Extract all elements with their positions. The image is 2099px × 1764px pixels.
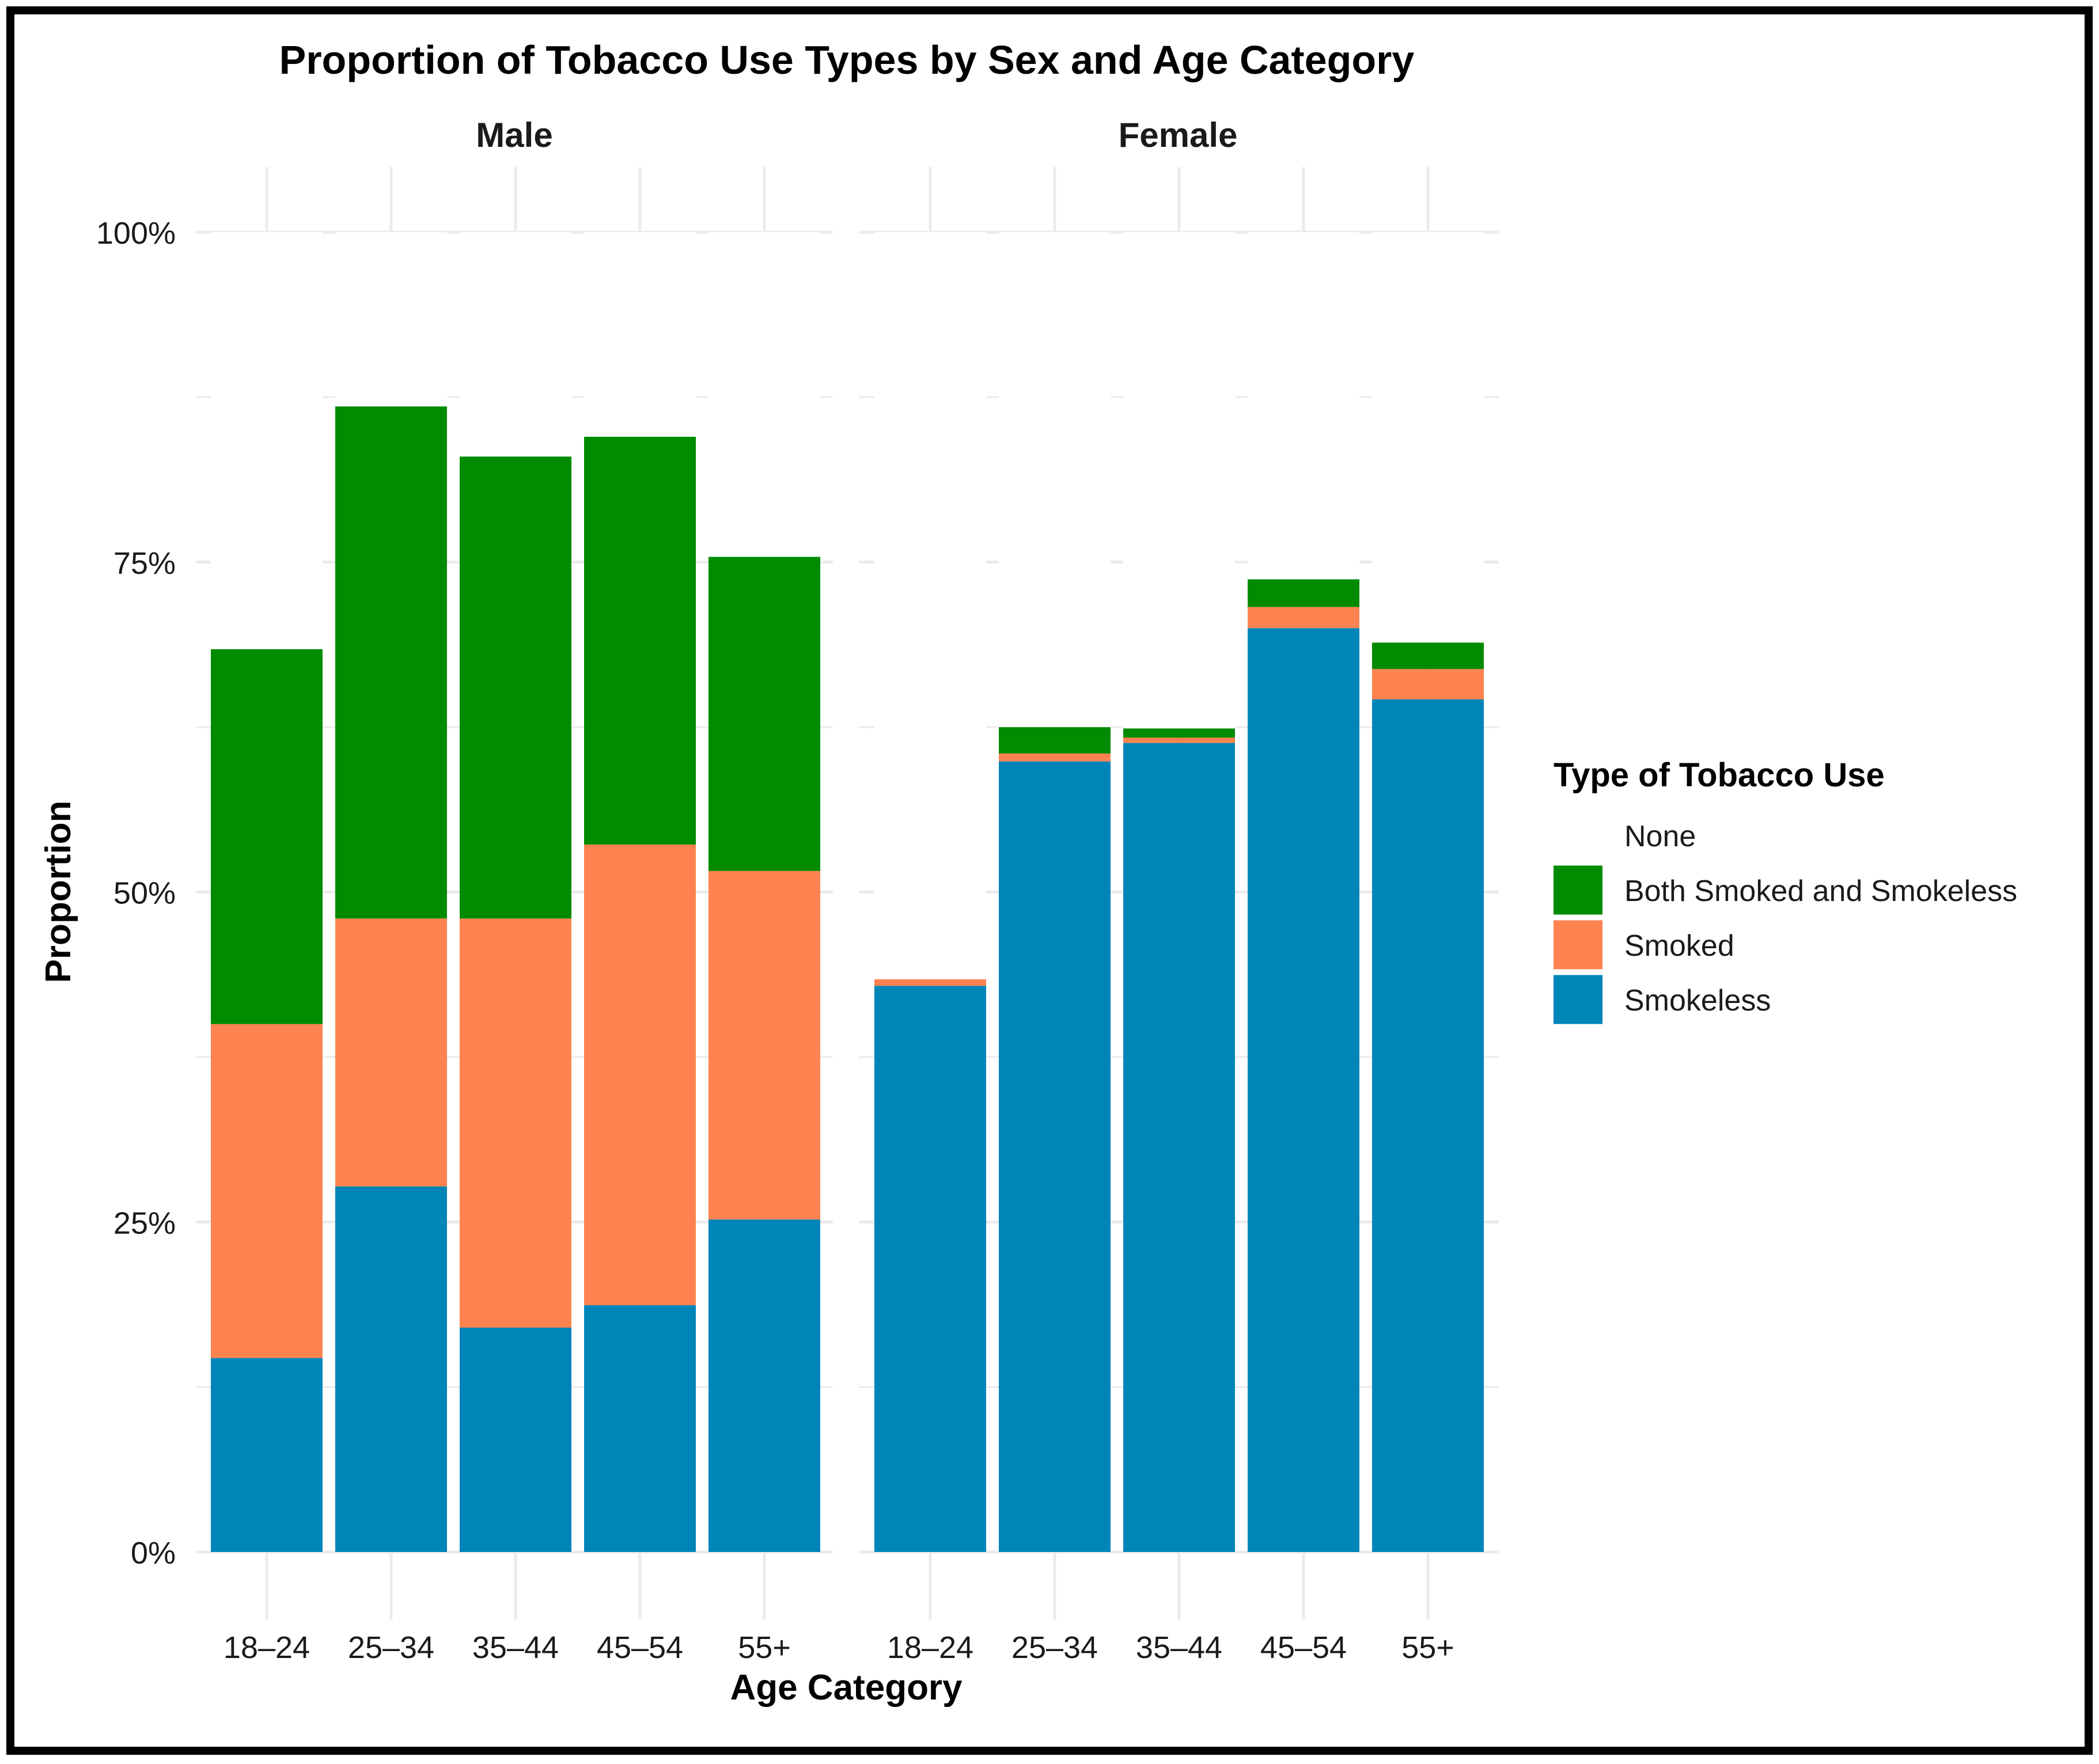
bar-female-45-54-smokeless — [1248, 628, 1359, 1552]
bar-female-45-54-none — [1248, 232, 1359, 580]
x-axis-ticks: 18–24 25–34 35–44 45–54 55+ 18–24 25–34 35–44 45… — [223, 1630, 1454, 1665]
legend-key-both-smoked-and-smokeless — [1554, 865, 1602, 915]
legend-key-none — [1554, 811, 1602, 860]
bar-male-35-44-both-smoked-and-smokeless — [460, 456, 571, 919]
bar-female-25-34-smokeless — [999, 761, 1111, 1552]
bar-male-25-34-both-smoked-and-smokeless — [335, 406, 447, 919]
bar-male-45-54-smokeless — [584, 1305, 696, 1552]
bar-male-45-54-none — [584, 232, 696, 437]
bar-female-45-54-smoked — [1248, 607, 1359, 629]
chart-title: Proportion of Tobacco Use Types by Sex a… — [279, 37, 1415, 82]
y-tick-label: 100% — [96, 216, 176, 251]
x-tick-label: 25–34 — [348, 1630, 434, 1665]
panel-label-female: Female — [1119, 116, 1238, 154]
bar-female-35-44-smoked — [1123, 737, 1235, 743]
bar-male-18-24-smoked — [211, 1024, 323, 1358]
x-tick-label: 55+ — [738, 1630, 791, 1665]
bar-female-35-44-none — [1123, 232, 1235, 729]
x-axis-title: Age Category — [730, 1668, 963, 1708]
bar-female-45-54-both-smoked-and-smokeless — [1248, 579, 1359, 607]
x-tick-label: 55+ — [1401, 1630, 1454, 1665]
legend-label-smoked: Smoked — [1624, 929, 1734, 963]
bar-male-25-34-smoked — [335, 918, 447, 1187]
y-tick-label: 25% — [113, 1206, 176, 1240]
legend-label-both-smoked-and-smokeless: Both Smoked and Smokeless — [1624, 875, 2017, 908]
legend-key-smoked — [1554, 920, 1602, 970]
legend-label-smokeless: Smokeless — [1624, 984, 1771, 1017]
bar-male-35-44-smoked — [460, 918, 571, 1328]
x-tick-label: 45–54 — [1260, 1630, 1347, 1665]
bar-male-18-24-smokeless — [211, 1358, 323, 1552]
bar-male-35-44-none — [460, 232, 571, 457]
legend-title: Type of Tobacco Use — [1554, 756, 1885, 794]
bar-female-55-smoked — [1372, 669, 1484, 700]
bar-male-45-54-smoked — [584, 845, 696, 1305]
y-tick-label: 0% — [131, 1536, 176, 1570]
bar-female-55-both-smoked-and-smokeless — [1372, 642, 1484, 669]
x-tick-label: 18–24 — [887, 1630, 973, 1665]
bar-female-25-34-smoked — [999, 753, 1111, 762]
bar-male-55-smokeless — [708, 1219, 820, 1552]
x-tick-label: 45–54 — [597, 1630, 683, 1665]
legend: Type of Tobacco Use None Both Smoked and … — [1554, 756, 2017, 1024]
bar-male-35-44-smokeless — [460, 1327, 571, 1552]
y-tick-label: 75% — [113, 546, 176, 581]
x-tick-label: 25–34 — [1011, 1630, 1098, 1665]
bar-male-18-24-both-smoked-and-smokeless — [211, 649, 323, 1024]
panel-label-male: Male — [476, 116, 552, 154]
x-tick-label: 18–24 — [223, 1630, 310, 1665]
y-tick-label: 50% — [113, 876, 176, 911]
bar-male-25-34-none — [335, 232, 447, 407]
bar-male-18-24-none — [211, 232, 323, 649]
x-tick-label: 35–44 — [472, 1630, 559, 1665]
bars-layer — [211, 232, 1484, 1552]
bar-male-45-54-both-smoked-and-smokeless — [584, 437, 696, 845]
bar-female-18-24-none — [874, 232, 986, 979]
x-tick-label: 35–44 — [1136, 1630, 1222, 1665]
legend-items: None Both Smoked and Smokeless Smoked Smoke… — [1554, 811, 2017, 1024]
y-axis-ticks: 0% 25% 50% 75% 100% — [96, 216, 176, 1570]
y-axis-title: Proportion — [39, 801, 78, 983]
bar-female-35-44-smokeless — [1123, 743, 1235, 1552]
bar-female-25-34-both-smoked-and-smokeless — [999, 727, 1111, 754]
legend-key-smokeless — [1554, 975, 1602, 1024]
bar-female-18-24-smoked — [874, 979, 986, 986]
bar-male-55-both-smoked-and-smokeless — [708, 557, 820, 871]
bar-female-18-24-smokeless — [874, 986, 986, 1552]
bar-female-55-smokeless — [1372, 699, 1484, 1552]
bar-female-35-44-both-smoked-and-smokeless — [1123, 728, 1235, 738]
bar-male-25-34-smokeless — [335, 1186, 447, 1552]
bar-male-55-none — [708, 232, 820, 557]
bar-female-55-none — [1372, 232, 1484, 643]
bar-male-55-smoked — [708, 870, 820, 1220]
bar-female-25-34-none — [999, 232, 1111, 728]
legend-label-none: None — [1624, 820, 1696, 853]
